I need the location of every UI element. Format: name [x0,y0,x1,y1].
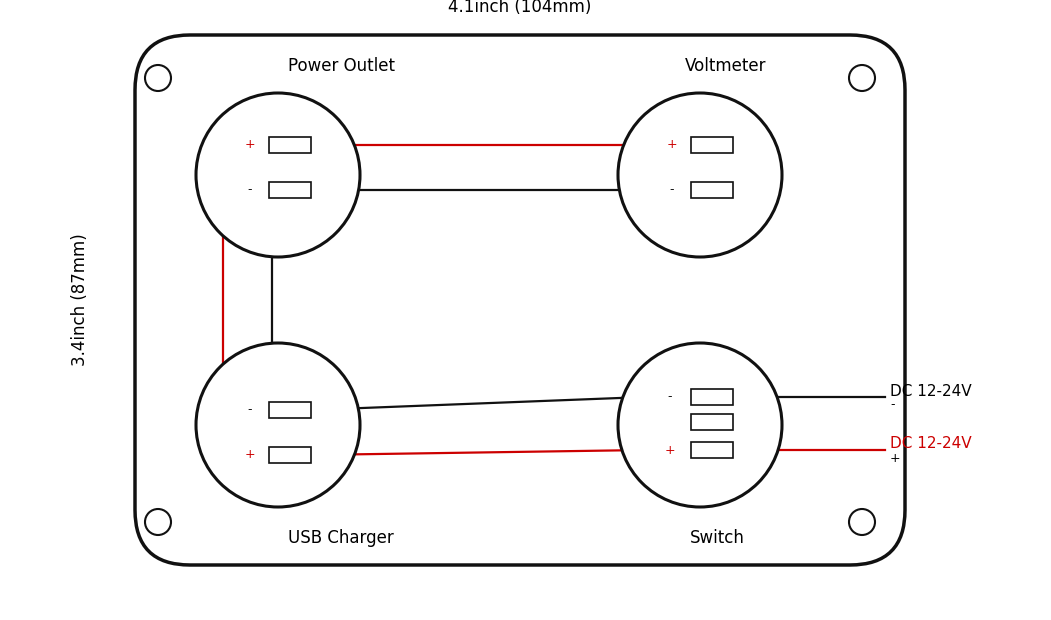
Bar [691,442,733,458]
Bar [269,182,311,198]
Bar [269,402,311,418]
Text: Switch: Switch [691,529,745,547]
Bar [691,389,733,405]
Bar [691,182,733,198]
Text: Power Outlet: Power Outlet [288,57,395,75]
Bar [691,414,733,430]
Text: +: + [890,451,901,464]
Text: 4.1inch (104mm): 4.1inch (104mm) [449,0,592,16]
Circle shape [849,509,875,535]
Text: -: - [667,391,673,404]
Text: USB Charger: USB Charger [288,529,394,547]
Text: -: - [669,184,675,197]
Circle shape [145,65,171,91]
Text: -: - [248,404,252,417]
Circle shape [849,65,875,91]
Circle shape [195,343,360,507]
FancyBboxPatch shape [135,35,905,565]
Text: +: + [245,138,255,151]
Text: DC 12-24V: DC 12-24V [890,384,971,399]
Text: DC 12-24V: DC 12-24V [890,436,971,451]
Circle shape [195,93,360,257]
Text: 3.4inch (87mm): 3.4inch (87mm) [71,234,89,366]
Circle shape [145,509,171,535]
Circle shape [618,343,782,507]
Text: +: + [245,448,255,461]
Text: -: - [890,399,894,412]
Circle shape [618,93,782,257]
Bar [269,137,311,153]
Text: +: + [664,443,676,456]
Text: -: - [248,184,252,197]
Text: +: + [666,138,677,151]
Bar [269,447,311,463]
Text: Voltmeter: Voltmeter [685,57,766,75]
Bar [691,137,733,153]
